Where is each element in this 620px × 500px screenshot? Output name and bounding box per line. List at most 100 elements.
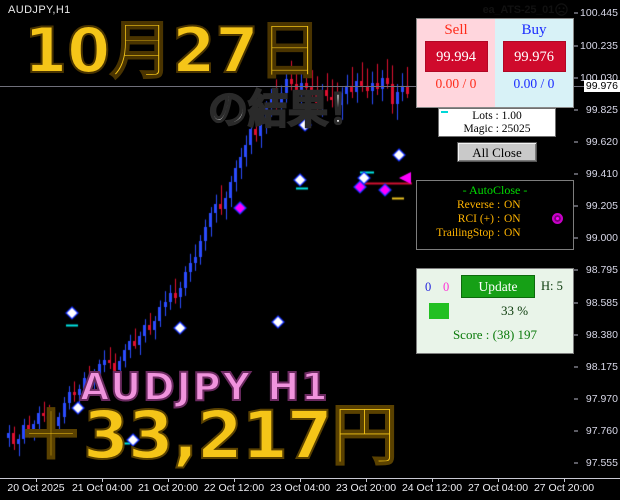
autoclose-reverse-sep: : (497, 199, 501, 211)
rci-indicator-icon (552, 213, 563, 224)
price-tick-dash (574, 237, 578, 239)
progress-bar (429, 303, 489, 319)
sad-face-icon (555, 3, 568, 16)
price-tick-label: 99.825 (585, 103, 618, 116)
buy-price-button[interactable]: 99.976 (502, 41, 566, 72)
time-tick-label: 23 Oct 20:00 (335, 482, 397, 494)
price-tick-label: 98.380 (585, 328, 618, 341)
lots-magic-box[interactable]: Lots : 1.00 Magic : 25025 (438, 108, 556, 137)
autoclose-row-reverse[interactable]: Reverse : ON (417, 198, 573, 212)
ea-status-group: ea_ATS-25_01 (483, 3, 568, 16)
time-tick-label: 21 Oct 20:00 (137, 482, 199, 494)
autoclose-title-label: - AutoClose - (462, 183, 528, 197)
lots-value-label: Lots : 1.00 (472, 110, 522, 122)
current-price-badge: 99.976 (583, 80, 620, 93)
time-tick-label: 21 Oct 04:00 (71, 482, 133, 494)
price-tick-dash (574, 430, 578, 432)
sell-pl-label: 0.00 / 0 (435, 76, 477, 91)
autoclose-reverse-key: Reverse (456, 199, 494, 211)
price-tick-label: 98.585 (585, 296, 618, 309)
time-tick-label: 22 Oct 12:00 (203, 482, 265, 494)
price-tick-dash (574, 77, 578, 79)
score-label: Score : (38) 197 (452, 327, 538, 342)
all-close-button[interactable]: All Close (457, 142, 537, 162)
sell-count-label: 0 (443, 280, 450, 294)
time-tick-dash (168, 478, 169, 482)
time-tick-dash (234, 478, 235, 482)
time-tick-dash (102, 478, 103, 482)
buy-pl-label: 0.00 / 0 (513, 76, 555, 91)
price-tick-label: 99.410 (585, 168, 618, 181)
autoclose-row-rci[interactable]: RCI (+) : ON (417, 212, 573, 226)
time-tick-dash (498, 478, 499, 482)
magic-value-label: Magic : 25025 (463, 123, 531, 135)
time-tick-dash (366, 478, 367, 482)
status-top-row: 0 0 Update H: 5 (417, 275, 573, 301)
time-tick-label: 23 Oct 04:00 (269, 482, 331, 494)
trade-sides: Sell 99.994 0.00 / 0 Buy 99.976 0.00 / 0 (417, 19, 573, 107)
time-tick-dash (36, 478, 37, 482)
overlay-result-text: の結果！ (207, 87, 369, 133)
lots-marker-icon (441, 111, 448, 113)
sell-title-label: Sell (444, 22, 468, 38)
price-tick-dash (574, 12, 578, 14)
price-tick-label: 100.445 (580, 7, 618, 20)
buy-count-label: 0 (425, 280, 432, 294)
chart-symbol-label: AUDJPY,H1 (8, 4, 71, 16)
price-tick-dash (574, 302, 578, 304)
time-tick-label: 20 Oct 2025 (7, 482, 65, 494)
status-panel: 0 0 Update H: 5 33 % Score : (38) 197 (416, 268, 574, 354)
price-tick-dash (574, 205, 578, 207)
autoclose-row-trailingstop[interactable]: TrailingStop : ON (417, 226, 573, 240)
price-tick-dash (574, 462, 578, 464)
autoclose-trailingstop-value: ON (504, 227, 521, 239)
time-tick-dash (300, 478, 301, 482)
price-tick-dash (574, 334, 578, 336)
price-tick-dash (574, 398, 578, 400)
time-axis-line (0, 478, 620, 479)
autoclose-reverse-value: ON (504, 199, 521, 211)
price-tick-dash (574, 269, 578, 271)
price-tick-label: 100.235 (580, 39, 618, 52)
price-tick-label: 99.620 (585, 135, 618, 148)
time-tick-label: 24 Oct 12:00 (401, 482, 463, 494)
progress-bar-fill (429, 303, 449, 319)
trade-panel: Sell 99.994 0.00 / 0 Buy 99.976 0.00 / 0… (416, 18, 574, 162)
overlay-profit-text: ＋33,217円 (17, 397, 399, 474)
price-tick-label: 98.175 (585, 360, 618, 373)
time-axis[interactable]: 20 Oct 2025 21 Oct 04:00 21 Oct 20:00 22 Oc… (0, 478, 620, 500)
time-tick-label: 27 Oct 20:00 (533, 482, 595, 494)
buy-title-label: Buy (521, 22, 547, 38)
sell-side-group: Sell 99.994 0.00 / 0 (417, 19, 495, 107)
autoclose-rci-key: RCI (+) (457, 213, 494, 225)
price-tick-dash (574, 366, 578, 368)
overlay-date-text: 10月27日 (23, 14, 322, 87)
price-tick-label: 97.970 (585, 392, 618, 405)
buy-side-group: Buy 99.976 0.00 / 0 (495, 19, 573, 107)
price-tick-dash (574, 173, 578, 175)
autoclose-trailingstop-key: TrailingStop (436, 227, 494, 239)
price-tick-dash (574, 141, 578, 143)
sell-price-button[interactable]: 99.994 (424, 41, 488, 72)
autoclose-rci-sep: : (497, 213, 501, 225)
progress-row: 33 % (417, 301, 573, 323)
time-tick-label: 27 Oct 04:00 (467, 482, 529, 494)
price-tick-label: 98.795 (585, 264, 618, 277)
price-tick-label: 97.555 (585, 457, 618, 470)
autoclose-panel: - AutoClose - Reverse : ON RCI (+) : ON … (416, 180, 574, 250)
update-button[interactable]: Update (461, 275, 535, 298)
price-tick-dash (574, 45, 578, 47)
current-price-line (0, 86, 620, 87)
overlay-pair-text: AUDJPY H1 (79, 365, 330, 409)
progress-percent-label: 33 % (501, 303, 529, 318)
time-tick-dash (432, 478, 433, 482)
price-tick-label: 99.000 (585, 232, 618, 245)
autoclose-trailingstop-sep: : (497, 227, 501, 239)
price-tick-label: 99.205 (585, 200, 618, 213)
h-count-label: H: 5 (541, 279, 563, 293)
price-tick-dash (574, 109, 578, 111)
price-axis[interactable]: 100.445 100.235 100.030 99.825 99.620 99.410 9… (574, 0, 620, 478)
time-tick-dash (564, 478, 565, 482)
autoclose-rci-value: ON (504, 213, 521, 225)
